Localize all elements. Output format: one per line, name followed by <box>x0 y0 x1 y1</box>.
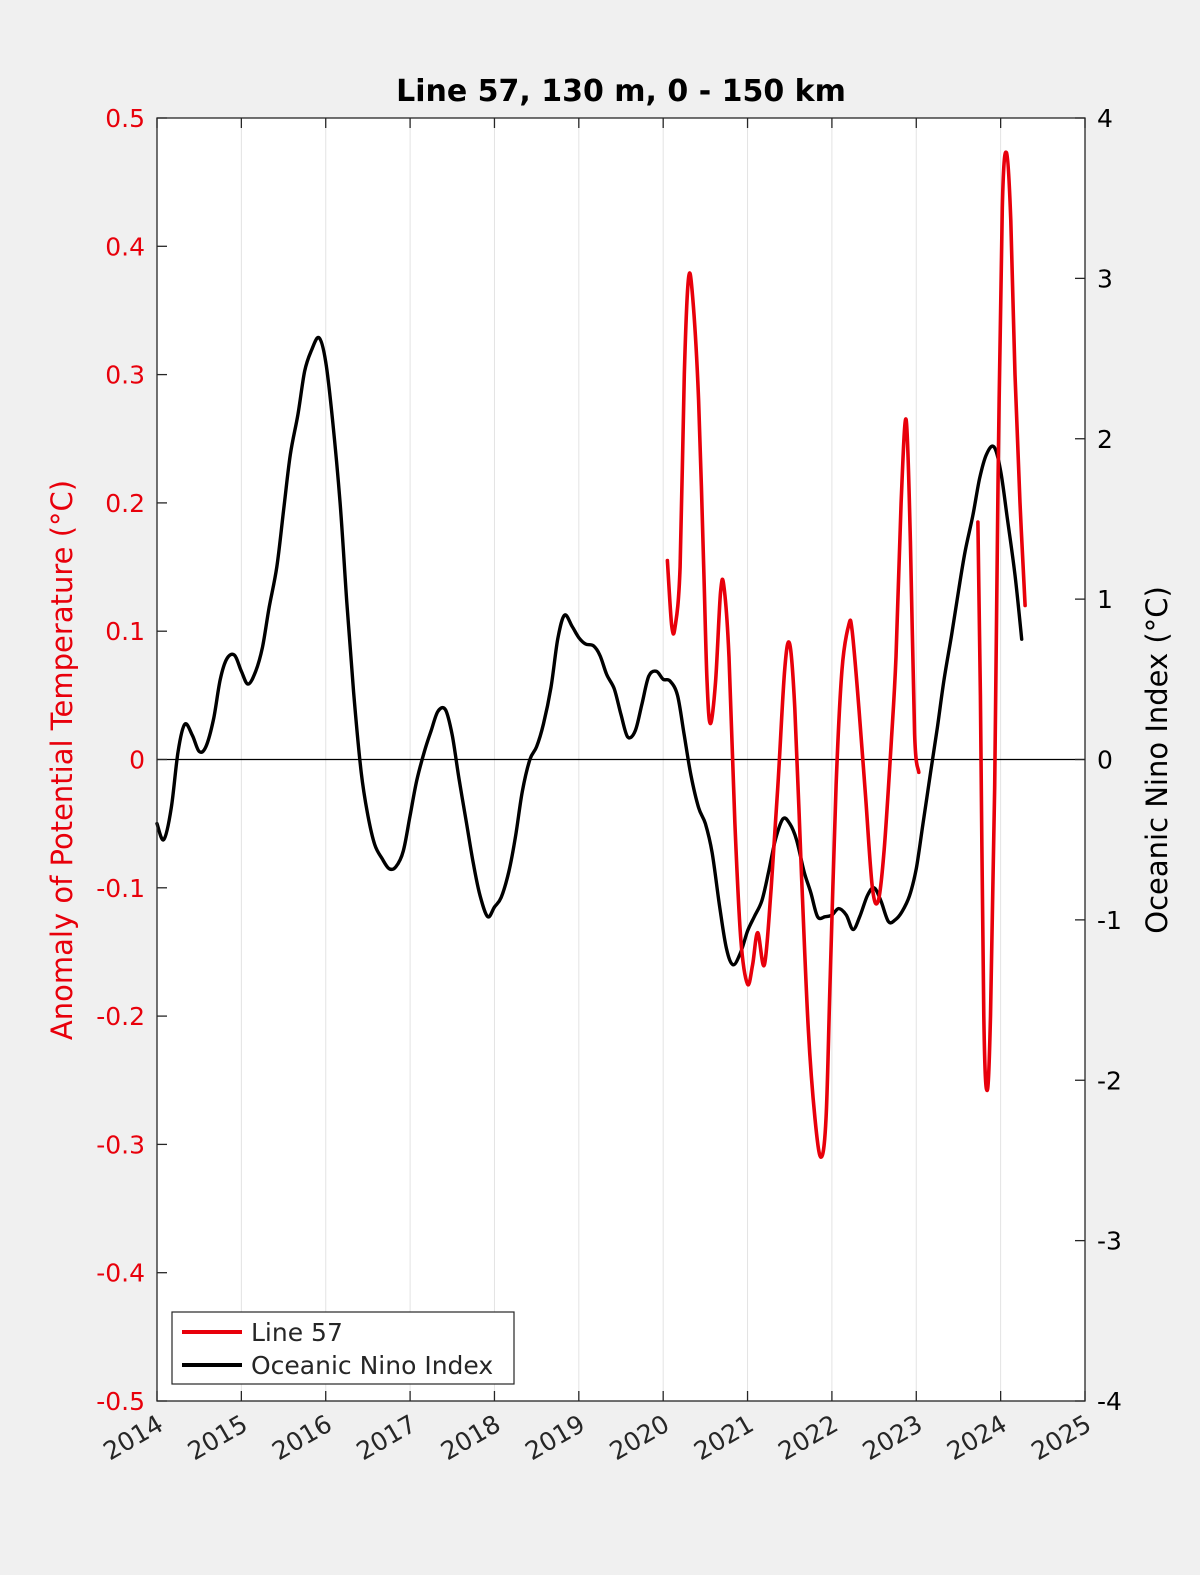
y-right-tick-label: -1 <box>1097 906 1122 935</box>
x-tick-label-2021: 2021 <box>689 1409 759 1466</box>
left-axis-title: Anomaly of Potential Temperature (°C) <box>45 480 79 1040</box>
x-tick-label-2017: 2017 <box>351 1409 421 1466</box>
y-left-tick-label: -0.1 <box>96 874 145 903</box>
y-left-tick-label: -0.2 <box>96 1002 145 1031</box>
y-left-tick-label: 0.1 <box>105 617 145 646</box>
x-tick-label-2015: 2015 <box>183 1409 253 1466</box>
x-tick-label-2016: 2016 <box>267 1409 337 1466</box>
series-layer <box>155 150 1027 1159</box>
y-left-tick-label: -0.5 <box>96 1387 145 1416</box>
y-left-tick-label: 0.4 <box>105 232 145 261</box>
legend-label-oni: Oceanic Nino Index <box>251 1351 493 1380</box>
x-tick-label-2024: 2024 <box>942 1409 1012 1466</box>
y-right-tick-label: 2 <box>1097 425 1113 454</box>
y-right-tick-label: -3 <box>1097 1227 1122 1256</box>
x-tick-label-2022: 2022 <box>773 1409 843 1466</box>
y-right-tick-label: 3 <box>1097 264 1113 293</box>
y-right-tick-label: 4 <box>1097 104 1113 133</box>
y-left-tick-label: 0.3 <box>105 361 145 390</box>
y-left-tick-label: 0.5 <box>105 104 145 133</box>
x-tick-label-2019: 2019 <box>520 1409 590 1466</box>
legend-box <box>171 1311 515 1385</box>
legend-label-line-57: Line 57 <box>251 1318 343 1347</box>
y-right-tick-label: 1 <box>1097 585 1113 614</box>
series-line-line-57-segment-1 <box>665 271 921 1159</box>
legend: Line 57 Oceanic Nino Index <box>171 1311 515 1385</box>
y-left-tick-label: 0 <box>129 746 145 775</box>
x-tick-label-2025: 2025 <box>1026 1409 1096 1466</box>
right-axis: -4 -3 -2 -1 0 1 2 3 4 <box>1075 104 1122 1416</box>
series-line-oceanic-nino-index <box>155 335 1024 967</box>
y-left-tick-label: -0.3 <box>96 1130 145 1159</box>
chart-title: Line 57, 130 m, 0 - 150 km <box>396 74 846 109</box>
series-line-line-57-segment-2 <box>976 150 1027 1093</box>
y-right-tick-label: -4 <box>1097 1387 1122 1416</box>
y-left-tick-label: -0.4 <box>96 1259 145 1288</box>
x-tick-label-2014: 2014 <box>98 1409 168 1466</box>
x-tick-label-2023: 2023 <box>858 1409 928 1466</box>
left-axis: -0.5 -0.4 -0.3 -0.2 -0.1 0 0.1 0.2 0.3 0.4 0.5 <box>96 104 167 1416</box>
x-tick-label-2018: 2018 <box>436 1409 506 1466</box>
right-axis-title: Oceanic Nino Index (°C) <box>1140 586 1174 934</box>
x-tick-label-2020: 2020 <box>605 1409 675 1466</box>
y-right-tick-label: 0 <box>1097 746 1113 775</box>
y-right-tick-label: -2 <box>1097 1066 1122 1095</box>
y-left-tick-label: 0.2 <box>105 489 145 518</box>
